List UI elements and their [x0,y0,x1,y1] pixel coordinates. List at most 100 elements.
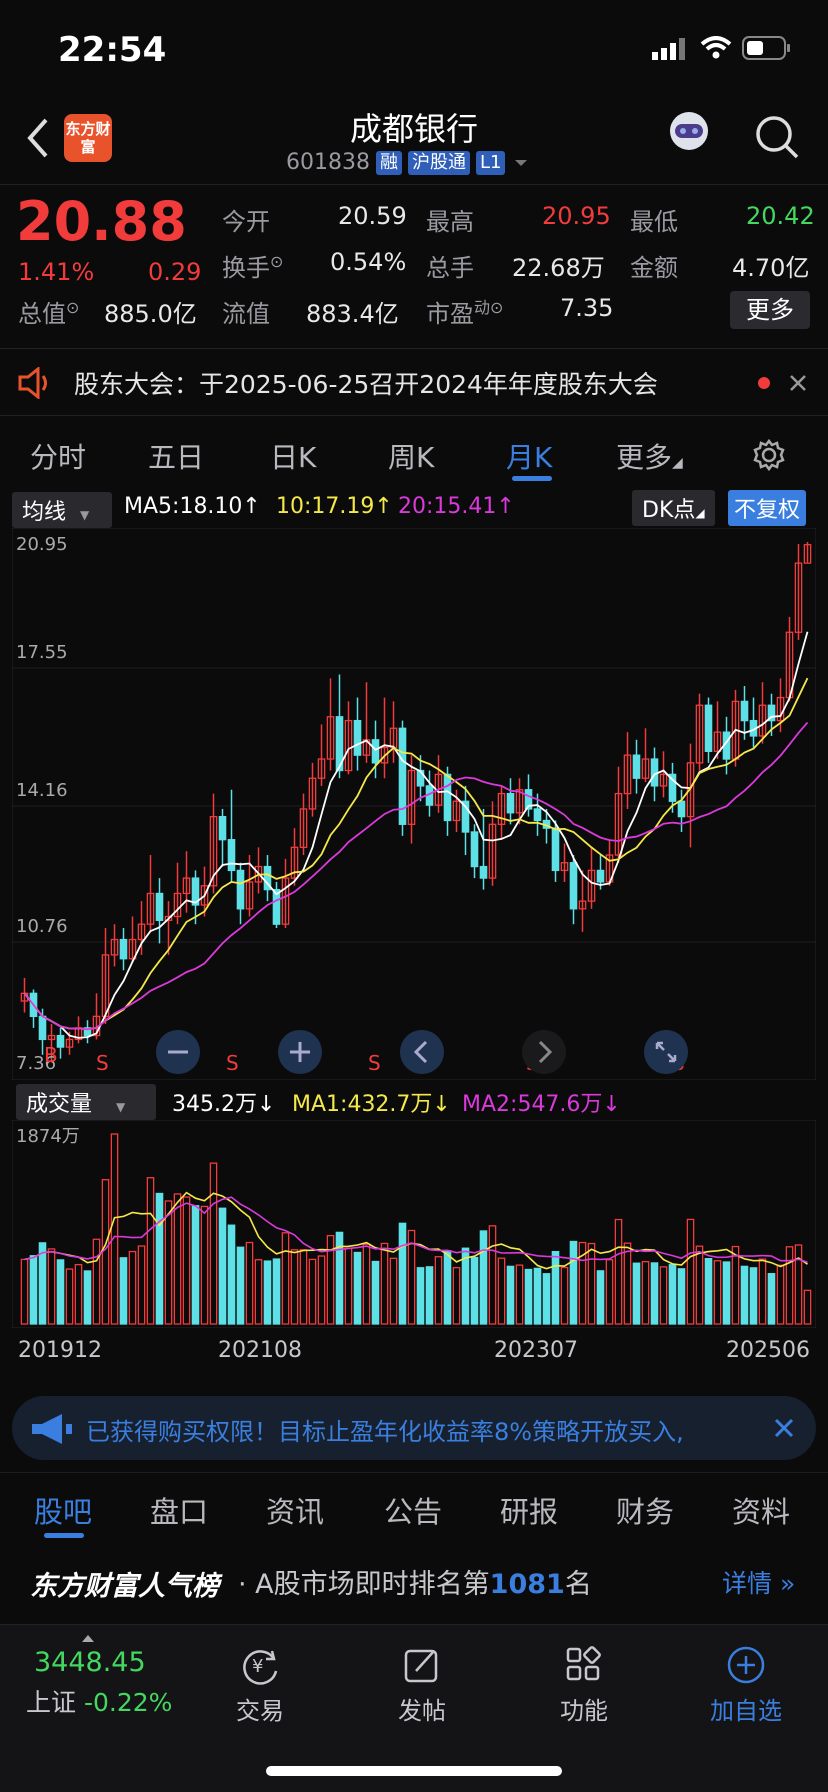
sell-marker-1: S [96,1051,109,1075]
add-watchlist-button[interactable]: 加自选 [686,1645,806,1726]
change-amount: 0.29 [148,258,202,286]
stock-header: 成都银行 601838 融 沪股通 L1 [0,90,828,185]
candle-body [650,758,659,787]
volume-bar [596,1270,605,1325]
notice-bar[interactable]: 股东大会：于2025-06-25召开2024年年度股东大会 [0,348,828,416]
candle-body [551,827,560,872]
index-value[interactable]: 3448.45 [34,1647,146,1678]
buy-marker: B [44,1043,58,1067]
open-value: 20.59 [338,202,407,230]
tab-daily-k[interactable]: 日K [270,441,317,474]
candle-body [587,869,596,902]
tab-monthly-k[interactable]: 月K [506,441,553,474]
current-price: 20.88 [16,190,187,253]
float-label: 流值 [222,300,270,328]
tab-more[interactable]: 更多◢ [616,441,683,474]
kline-chart[interactable]: 20.95 17.55 14.16 10.76 7.36 B S S S S S [12,528,816,1080]
ma5-value: MA5:18.10↑ [124,494,261,519]
volume-bar [434,1256,443,1325]
promo-banner[interactable]: 已获得购买权限！目标止盈年化收益率8%策略开放买入, [12,1396,816,1460]
tab-order-book[interactable]: 盘口 [150,1495,209,1529]
settings-gear-icon[interactable] [752,438,786,472]
candle-body [209,815,218,887]
adjust-button[interactable]: 不复权 [728,490,807,526]
active-tab-indicator [512,476,552,481]
tab-financials[interactable]: 财务 [616,1495,675,1529]
volume-bar [542,1273,551,1325]
candle-body [263,865,272,891]
y-tick-min: 7.36 [16,1053,56,1074]
date-tick-2: 202108 [218,1338,302,1363]
dk-point-button[interactable]: DK点◢ [632,490,715,526]
ma-legend-row: 均线 ▼ MA5:18.10↑ 10:17.19↑ 20:15.41↑ DK点◢ … [0,490,828,528]
promo-close-icon[interactable] [774,1418,794,1438]
candle-body [155,892,164,921]
functions-button[interactable]: 功能 [524,1645,644,1726]
volume-bar [155,1192,164,1325]
volume-bar [416,1267,425,1325]
content-tab-indicator [44,1533,84,1538]
scroll-right-icon[interactable] [522,1030,566,1074]
volume-bar [407,1229,416,1325]
tab-research[interactable]: 研报 [500,1495,559,1529]
candle-body [578,900,587,910]
more-quote-button[interactable]: 更多 [730,291,810,329]
trade-button[interactable]: ¥ 交易 [200,1645,320,1726]
ma5-line [23,631,809,1039]
date-axis: 201912 202108 202307 202506 [0,1332,828,1372]
y-tick-2: 17.55 [16,642,68,663]
volume-current: 345.2万↓ [172,1092,276,1117]
volume-bar [281,1232,290,1325]
volume-bar [551,1251,560,1325]
tab-intraday[interactable]: 分时 [30,441,87,474]
post-button[interactable]: 发帖 [362,1645,482,1726]
volume-bar [695,1245,704,1325]
volume-ma1: MA1:432.7万↓ [292,1092,451,1117]
index-info[interactable]: 上证 -0.22% [26,1688,173,1717]
y-tick-3: 14.16 [16,780,68,801]
volume-chart[interactable]: 1874万 [12,1120,816,1328]
candle-body [659,773,668,787]
ma20-line [23,721,809,1031]
scroll-left-icon[interactable] [400,1030,444,1074]
candle-body [470,831,479,868]
volume-bar [20,1258,29,1325]
expand-caret-icon[interactable] [82,1635,94,1642]
popularity-rank-row[interactable]: 东方财富人气榜 · A股市场即时排名第1081名 详情 » [0,1548,828,1614]
candle-body [380,746,389,764]
robot-assistant-icon[interactable] [664,106,714,156]
volume-ma2: MA2:547.6万↓ [462,1092,621,1117]
volume-bar [200,1205,209,1325]
tab-profile[interactable]: 资料 [732,1495,791,1529]
candle-body [65,1038,74,1048]
tab-five-day[interactable]: 五日 [148,441,205,474]
zoom-out-icon[interactable] [156,1030,200,1074]
caret-down-icon[interactable] [511,156,531,170]
close-icon[interactable] [788,373,808,393]
indicator-selector[interactable]: 均线 ▼ [12,492,112,528]
bottom-toolbar: 3448.45 上证 -0.22% ¥ 交易 发帖 功能 加自选 [0,1624,828,1792]
tab-weekly-k[interactable]: 周K [388,441,435,474]
volume-bar [524,1268,533,1325]
zoom-in-icon[interactable] [278,1030,322,1074]
tab-news[interactable]: 资讯 [266,1495,325,1529]
volume-bar [776,1264,785,1325]
stock-subtitle: 601838 融 沪股通 L1 [286,150,531,175]
level-tag: L1 [475,150,506,175]
tab-guba[interactable]: 股吧 [34,1495,93,1529]
candle-body [371,739,380,764]
volume-bar [227,1224,236,1325]
volume-bar [335,1231,344,1325]
volume-bar [704,1257,713,1325]
back-arrow-icon[interactable] [26,118,50,158]
rank-detail-link[interactable]: 详情 » [722,1569,796,1598]
tab-announcements[interactable]: 公告 [384,1495,443,1529]
signal-icon [652,38,685,60]
search-icon[interactable] [754,114,800,160]
volume-selector[interactable]: 成交量 ▼ [16,1084,156,1120]
volume-bar [110,1133,119,1325]
fullscreen-icon[interactable] [644,1030,688,1074]
volume-bar [794,1244,803,1325]
svg-text:¥: ¥ [252,1656,263,1677]
candle-body [794,562,803,633]
